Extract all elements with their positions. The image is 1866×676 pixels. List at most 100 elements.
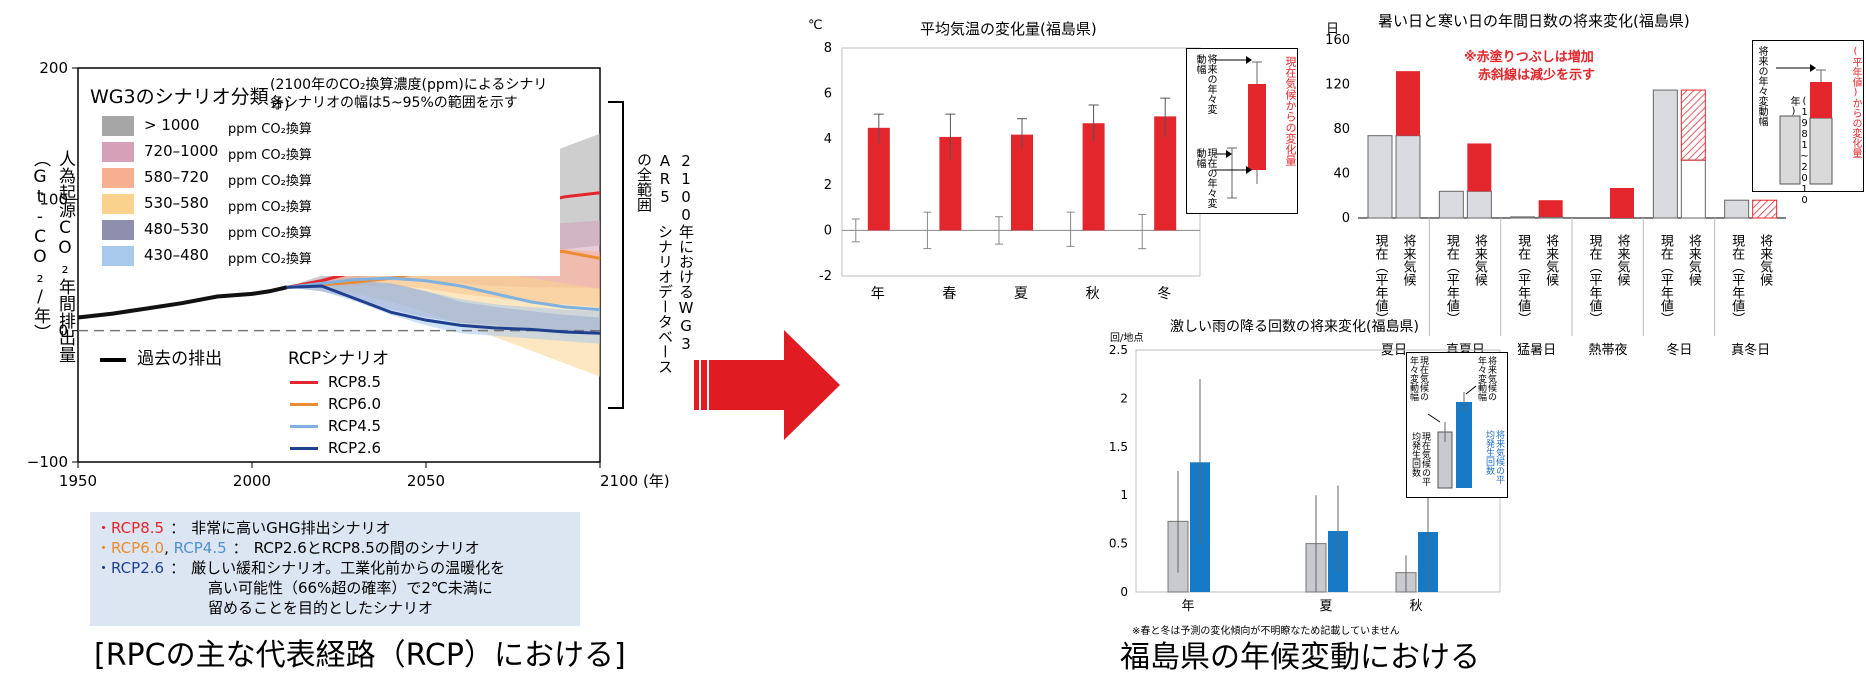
rcp-note-text: 非常に高いGHG排出シナリオ [191,519,391,537]
scenario-band-label: 720–1000 [144,142,219,160]
days-current-bar [1510,216,1536,219]
days-y-tick-label: 0 [1342,211,1350,226]
rain-unit: 回/地点 [1110,333,1144,344]
rain-title: 激しい雨の降る回数の将来変化(福島県) [1170,319,1419,335]
scenario-note-2: 各シナリオの幅は5~95%の範囲を示す [270,95,518,111]
temp-bar [939,136,962,231]
rain-x-tick-label: 夏 [1319,599,1332,614]
rcp-note-text: 厳しい緩和シナリオ。工業化前からの温暖化を [191,559,506,577]
days-future-base-bar [1680,159,1706,219]
days-current-bar [1652,89,1678,219]
days-future-increase-bar [1610,187,1634,218]
rcp-note-row: ・RCP8.5 ： 非常に高いGHG排出シナリオ [96,518,580,538]
temp-unit: ℃ [808,18,823,33]
series-line [286,284,601,335]
days-x-sublabel: 現在（平年値） [1373,234,1389,325]
rcp-notes-box: ・RCP8.5：非常に高いGHG排出シナリオ ・RCP6.0, RCP4.5： RC… [90,512,580,626]
y-tick-label: −100 [27,453,68,471]
rain-legend-marks [1427,385,1477,489]
temp-y-tick-label: 8 [824,41,832,56]
rain-y-tick-label: 1 [1120,488,1128,502]
rcp-note-row: ・RCP6.0, RCP4.5： RCP2.6とRCP8.5の間のシナリオ [96,539,480,557]
days-legend-red: (平年値)からの変化量 [1850,46,1861,158]
past-legend: 過去の排出 [100,344,222,369]
rcp-legend-row: RCP2.6 [288,438,408,458]
days-category-label: 猛暑日 [1517,343,1556,358]
temp-x-tick-label: 秋 [1086,286,1100,302]
rcp-note-key: ・RCP2.6 [96,559,165,577]
rcp-note-row: 高い可能性（66%超の確率）で2℃未満に [96,578,580,598]
y-tick-label: 100 [39,190,68,208]
arrow-icon [694,330,840,440]
scenario-range-band [286,270,600,377]
rcp-notes: ・RCP8.5：非常に高いGHG排出シナリオ ・RCP6.0, RCP4.5： RC… [90,518,580,618]
rcp-note-sep: ： [232,539,248,557]
rcp-note-text: 高い可能性（66%超の確率）で2℃未満に [208,579,493,597]
temp-y-tick-label: 2 [824,178,832,193]
rcp-legend-swatch [290,403,318,406]
temp-y-tick-label: -2 [819,269,832,284]
scenario-band-swatch [102,142,134,162]
days-legend-marks [1776,64,1833,185]
temp-panel: -2 0 2 4 6 8 年 春 夏 秋 冬 [800,0,1300,320]
scenario-band-row: 580–720 ppm CO₂換算 [102,166,502,190]
scenario-band-label: > 1000 [144,116,200,134]
days-future-increase-bar [1396,71,1420,136]
days-future-increase-bar [1538,200,1563,217]
scenario-band-unit: ppm CO₂換算 [228,122,312,137]
days-y-tick-label: 120 [1325,78,1350,93]
ar5-range-bracket [608,101,624,409]
days-x-sublabel: 将来気候 [1686,234,1702,286]
days-future-base-bar [1395,135,1421,219]
scenario-band-unit: ppm CO₂換算 [228,148,312,163]
y-tick-label: 200 [39,59,68,77]
scenario-band-label: 580–720 [144,168,209,186]
days-x-sublabel: 現在（平年値） [1515,234,1531,325]
days-category-label: 熱帯夜 [1588,343,1627,358]
days-panel: 0 40 80 120 160 現在（平年値） 将来気候 夏日 現在（平年値） 将来気候 真夏日 現在… [1310,0,1866,360]
days-current-bar [1724,199,1750,219]
rain-y-tick-label: 0 [1120,585,1128,599]
days-x-sublabel: 将来気候 [1543,234,1559,286]
days-y-tick-label: 40 [1333,167,1350,182]
left-bottom-caption: [RPCの主な代表経路（RCP）における] [94,638,626,673]
days-y-tick-label: 160 [1325,33,1350,48]
rcp-legend-label: RCP6.0 [328,395,382,413]
days-y-tick-label: 80 [1333,122,1350,137]
days-legend [1752,40,1864,192]
days-current-bar [1367,135,1393,219]
days-x-sublabel: 将来気候 [1615,234,1631,286]
temp-legend [1186,48,1298,214]
days-x-sublabel: 現在（平年値） [1587,234,1603,325]
scenario-legend: WG3のシナリオ分類 (2100年のCO₂換算濃度(ppm)によるシナリオ) 各… [80,70,560,276]
days-x-sublabel: 将来気候 [1757,234,1773,286]
x-tick-label: 2100 (年) [600,472,670,490]
days-annot-1: ※赤塗りつぶしは増加 [1464,50,1594,65]
rcp-note-key: ・RCP8.5 [96,519,165,537]
rcp-note-row: ・RCP2.6 ： 厳しい緩和シナリオ。工業化前からの温暖化を [96,558,580,578]
days-legend-future: 将来の年々変動幅 [1756,46,1767,126]
temp-x-tick-label: 夏 [1014,286,1028,302]
scenario-band-row: 430–480 ppm CO₂換算 [102,244,502,268]
rain-chart: 0 0.5 1 1.5 2 2.5 年 夏 秋 [1109,343,1501,614]
scenario-band-row: 720–1000 ppm CO₂換算 [102,140,502,164]
temp-legend-marks [1214,56,1266,199]
days-current-bar [1438,190,1464,219]
rcp-legend-row: RCP4.5 [288,416,408,436]
scenario-band-swatch [102,116,134,136]
scenario-band-unit: ppm CO₂換算 [228,200,312,215]
days-title: 暑い日と寒い日の年間日数の将来変化(福島県) [1378,12,1690,30]
rcp-note-row: 留めることを目的としたシナリオ [96,598,580,618]
y-tick-label: 0 [58,322,68,340]
temp-legend-future: 将来の年々変動幅 [1194,54,1216,114]
right-bottom-caption: 福島県の年候変動における [1120,640,1480,675]
days-future-decrease-bar [1680,89,1706,161]
rcp-legend-row: RCP8.5 [288,372,408,392]
days-future-decrease-bar [1752,199,1778,219]
temp-x-tick-label: 年 [871,286,885,302]
days-x-sublabel: 現在（平年値） [1729,234,1745,325]
scenario-band-row: 530–580 ppm CO₂換算 [102,192,502,216]
days-future-increase-bar [1467,143,1492,192]
temp-title: 平均気温の変化量(福島県) [920,20,1097,38]
